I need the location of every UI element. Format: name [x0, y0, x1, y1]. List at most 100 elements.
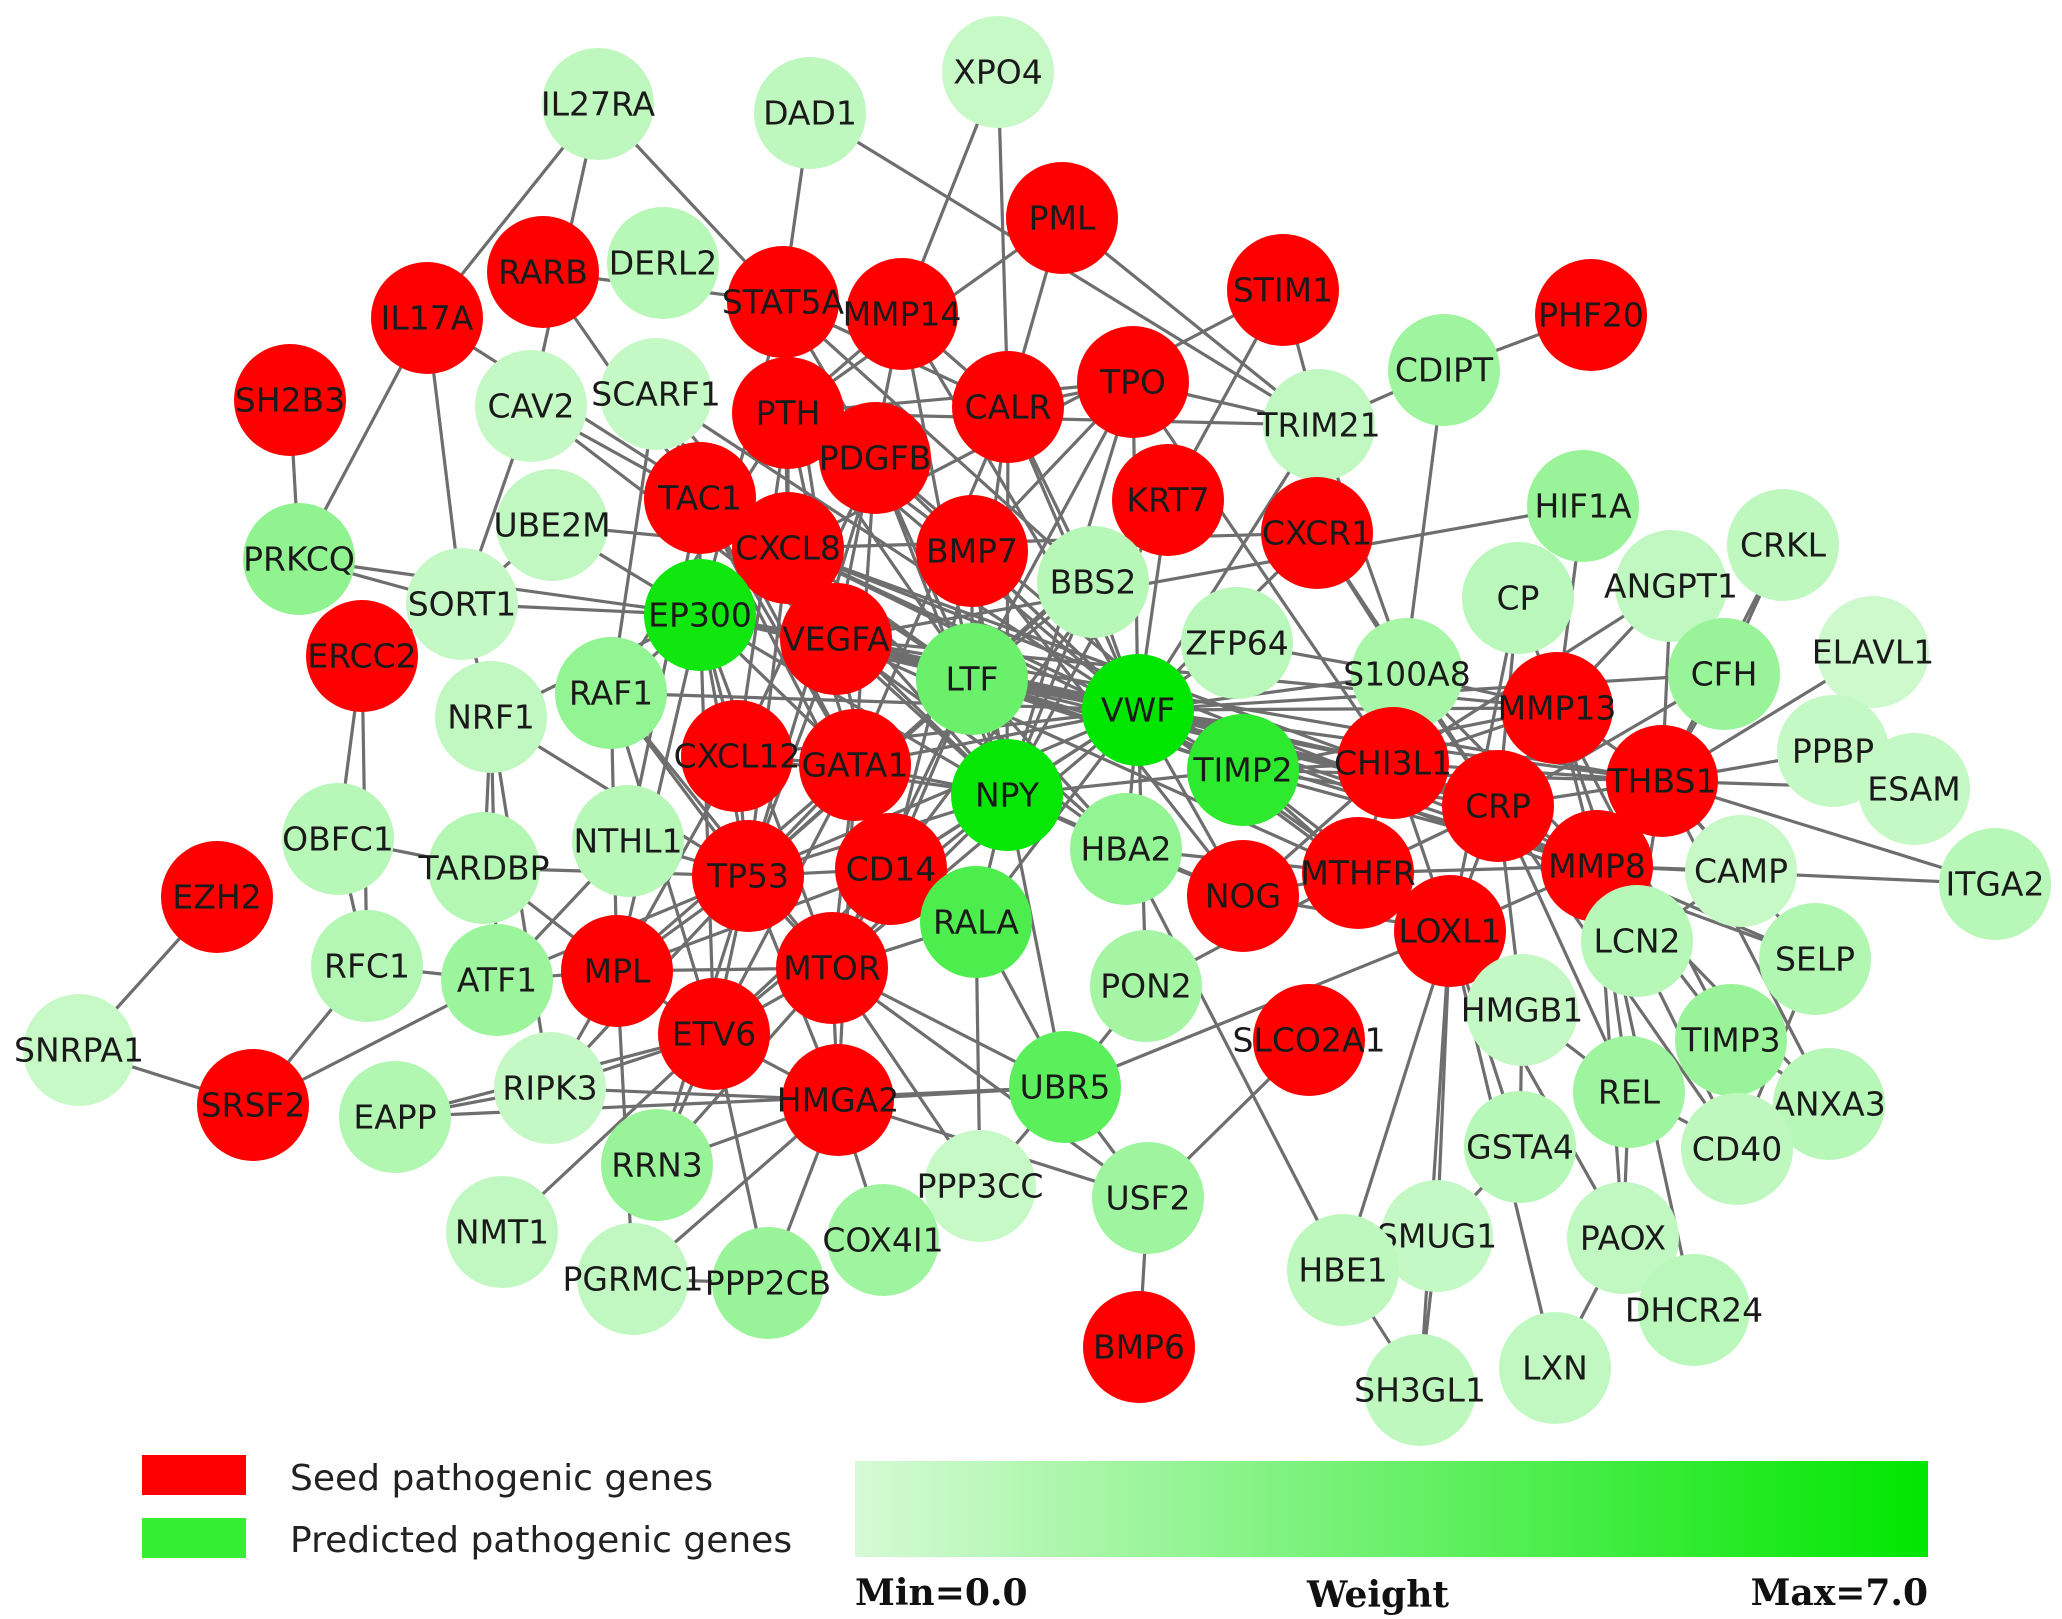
node-pgrmc1: PGRMC1	[563, 1223, 704, 1335]
node-circle	[607, 207, 719, 319]
node-tpo: TPO	[1077, 326, 1189, 438]
edge-loxl1-ubr5	[1064, 929, 1451, 1089]
edge-vegfa-hba2	[835, 637, 1127, 851]
node-camp: CAMP	[1685, 815, 1797, 927]
node-label: RALA	[933, 903, 1019, 942]
node-usf2: USF2	[1092, 1142, 1204, 1254]
node-label: EP300	[648, 596, 752, 635]
node-label: CXCL8	[735, 529, 841, 568]
node-eapp: EAPP	[339, 1061, 451, 1173]
node-circle	[681, 700, 793, 812]
node-circle	[577, 1223, 689, 1335]
node-label: ZFP64	[1185, 624, 1288, 663]
edge-scarf1-vwf	[655, 392, 1139, 712]
node-label: SH2B3	[235, 381, 345, 420]
node-ppp3cc: PPP3CC	[917, 1130, 1044, 1242]
node-label: REL	[1598, 1073, 1661, 1112]
node-cxcl12: CXCL12	[674, 700, 800, 812]
node-circle	[446, 1176, 558, 1288]
node-label: PGRMC1	[563, 1260, 704, 1299]
node-circle	[1009, 1031, 1121, 1143]
node-label: GATA1	[802, 746, 909, 785]
node-circle	[1337, 707, 1449, 819]
node-krt7: KRT7	[1112, 444, 1224, 556]
node-label: RIPK3	[502, 1069, 597, 1108]
node-circle	[951, 739, 1063, 851]
node-circle	[487, 216, 599, 328]
node-circle	[1187, 714, 1299, 826]
node-ripk3: RIPK3	[494, 1032, 606, 1144]
node-stat5a: STAT5A	[722, 246, 845, 358]
edge-mtor-usf2	[831, 966, 1149, 1200]
node-sh2b3: SH2B3	[234, 344, 346, 456]
node-label: PON2	[1100, 967, 1192, 1006]
node-ercc2: ERCC2	[306, 600, 418, 712]
node-ubr5: UBR5	[1009, 1031, 1121, 1143]
node-ltf: LTF	[916, 623, 1028, 735]
node-circle	[819, 402, 931, 514]
node-label: LTF	[946, 660, 999, 699]
node-label: SNRPA1	[14, 1031, 144, 1070]
node-scarf1: SCARF1	[591, 338, 721, 450]
node-label: USF2	[1105, 1179, 1190, 1218]
node-circle	[1287, 1214, 1399, 1326]
node-circle	[920, 866, 1032, 978]
node-pml: PML	[1006, 162, 1118, 274]
node-circle	[428, 812, 540, 924]
node-label: SCARF1	[591, 375, 720, 414]
node-label: NTHL1	[573, 822, 682, 861]
node-xpo4: XPO4	[942, 16, 1054, 128]
node-label: SLCO2A1	[1233, 1021, 1386, 1060]
node-bbs2: BBS2	[1037, 526, 1149, 638]
legend-seed-label: Seed pathogenic genes	[290, 1458, 713, 1499]
node-circle	[1638, 1254, 1750, 1366]
node-label: NRF1	[447, 698, 535, 737]
node-label: CHI3L1	[1334, 744, 1452, 783]
node-circle	[1462, 542, 1574, 654]
node-label: TAC1	[657, 479, 742, 518]
edge-hba2-hbe1	[1124, 848, 1345, 1271]
node-rel: REL	[1573, 1036, 1685, 1148]
node-label: LOXL1	[1398, 912, 1501, 951]
node-label: DERL2	[609, 244, 718, 283]
node-label: PAOX	[1580, 1219, 1666, 1258]
node-label: PPP3CC	[917, 1167, 1044, 1206]
node-label: MMP13	[1498, 689, 1617, 728]
node-circle	[600, 338, 712, 450]
node-circle	[1037, 526, 1149, 638]
node-circle	[1581, 885, 1693, 997]
node-circle	[1082, 654, 1194, 766]
node-cxcl8: CXCL8	[732, 492, 844, 604]
node-mmp13: MMP13	[1498, 652, 1617, 764]
node-cav2: CAV2	[475, 350, 587, 462]
node-circle	[282, 783, 394, 895]
node-label: ESAM	[1867, 770, 1960, 809]
node-label: TP53	[706, 857, 789, 896]
node-pth: PTH	[732, 357, 844, 469]
weight-scale-bar	[855, 1461, 1928, 1557]
node-circle	[835, 813, 947, 925]
node-circle	[1759, 903, 1871, 1015]
node-circle	[1817, 596, 1929, 708]
node-circle	[494, 1032, 606, 1144]
node-gsta4: GSTA4	[1464, 1091, 1576, 1203]
node-label: BMP6	[1093, 1328, 1185, 1367]
node-circle	[1388, 314, 1500, 426]
node-pdgfb: PDGFB	[819, 402, 931, 514]
node-circle	[916, 623, 1028, 735]
node-srsf2: SRSF2	[197, 1049, 309, 1161]
node-circle	[1675, 984, 1787, 1096]
node-label: CXCR1	[1262, 514, 1372, 553]
node-label: LXN	[1522, 1349, 1588, 1388]
node-trim21: TRIM21	[1256, 369, 1381, 481]
edge-raf1-vwf	[610, 691, 1139, 712]
node-timp2: TIMP2	[1187, 714, 1299, 826]
node-circle	[1070, 793, 1182, 905]
node-cdipt: CDIPT	[1388, 314, 1500, 426]
node-esam: ESAM	[1858, 733, 1970, 845]
node-pon2: PON2	[1090, 930, 1202, 1042]
node-label: BBS2	[1050, 563, 1137, 602]
node-circle	[846, 258, 958, 370]
node-circle	[197, 1049, 309, 1161]
node-circle	[1773, 1048, 1885, 1160]
